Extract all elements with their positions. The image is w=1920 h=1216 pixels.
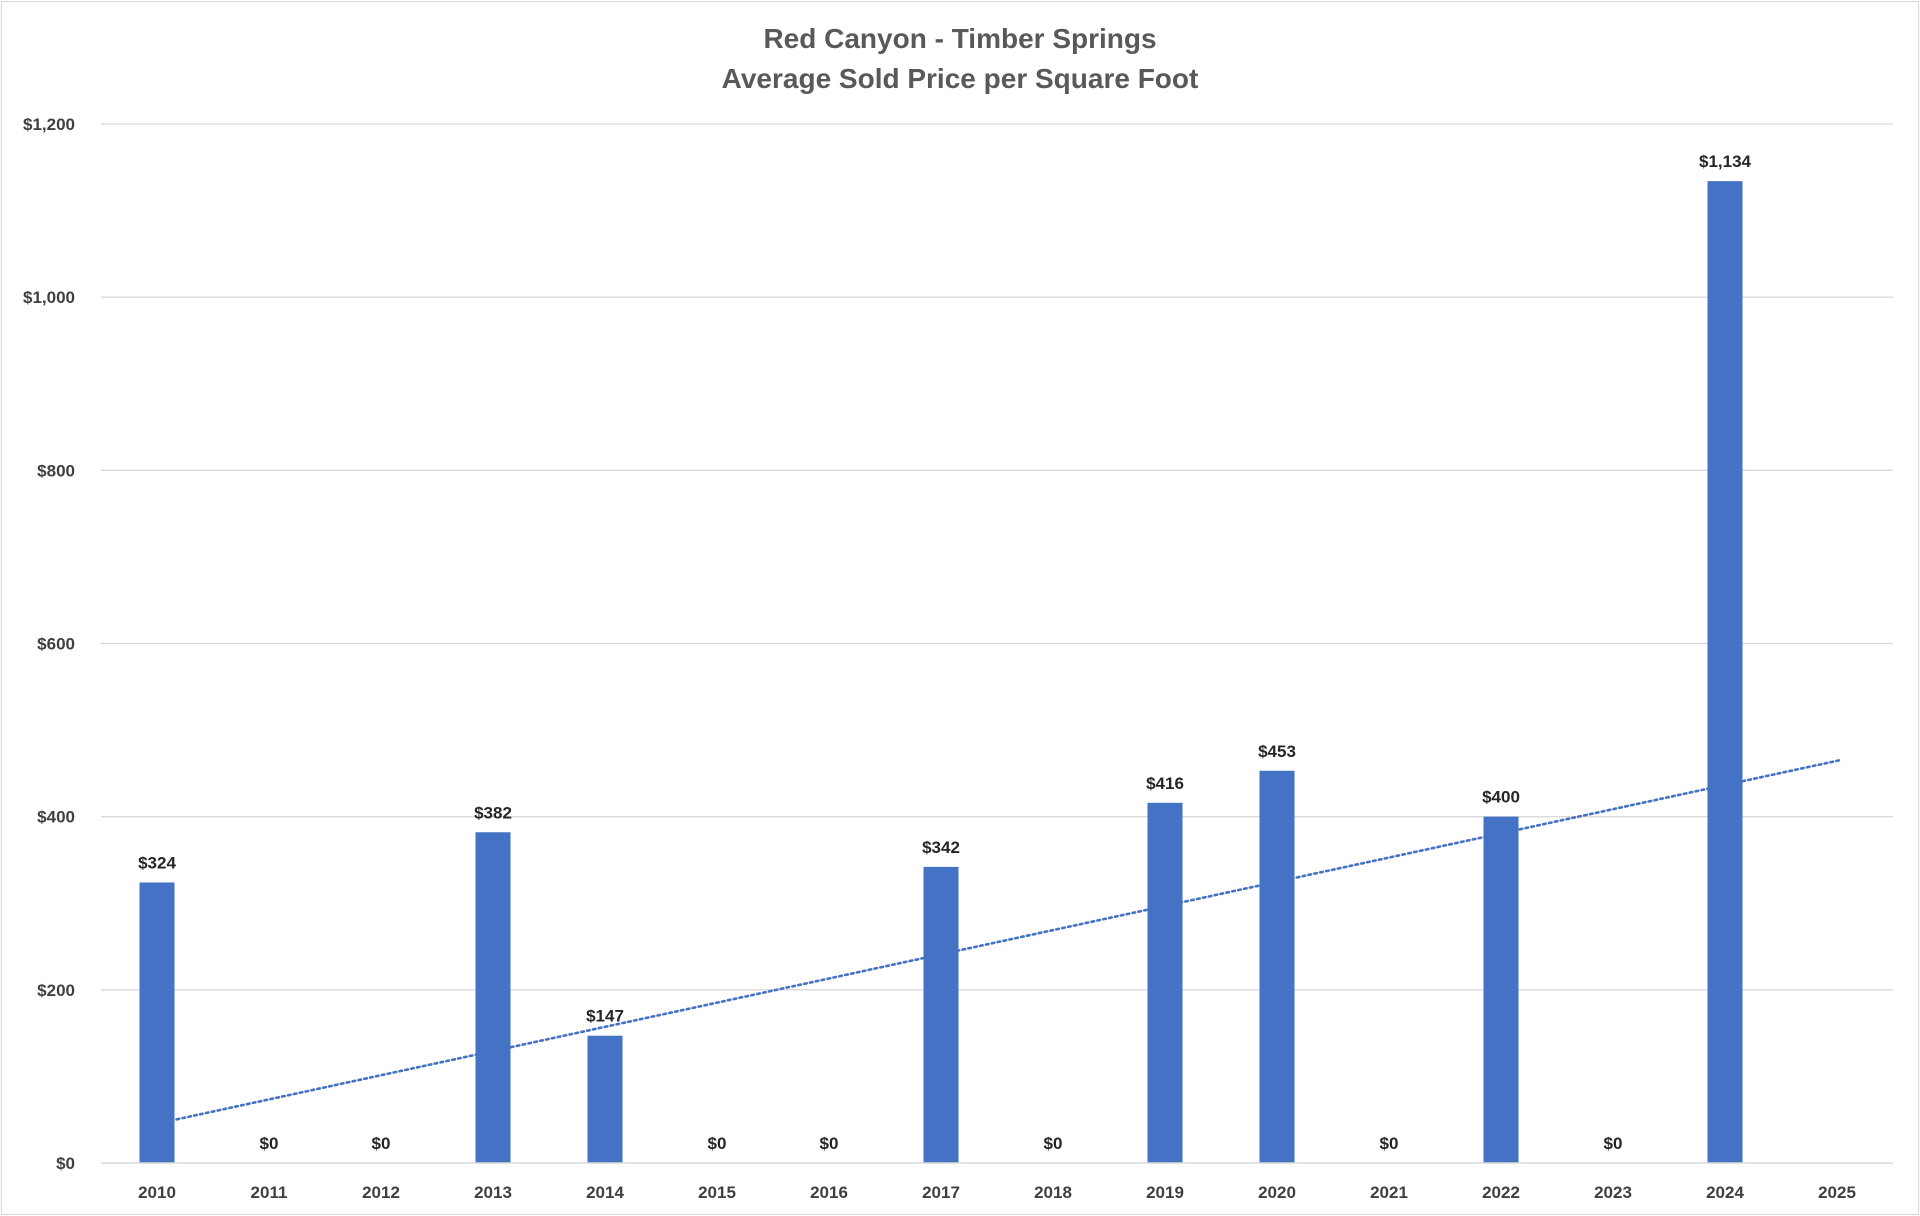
x-tick-label: 2012 [362, 1183, 400, 1202]
chart-title-group: Red Canyon - Timber Springs Average Sold… [722, 23, 1199, 94]
data-label: $400 [1482, 788, 1520, 807]
y-tick-label: $1,200 [23, 115, 75, 134]
x-axis-ticks: 2010 2011 2012 2013 2014 2015 2016 2017 2018 2019… [138, 1183, 1856, 1202]
data-label: $0 [1604, 1134, 1623, 1153]
x-tick-label: 2025 [1818, 1183, 1856, 1202]
data-label: $1,134 [1699, 152, 1752, 171]
x-tick-label: 2020 [1258, 1183, 1296, 1202]
data-label: $0 [372, 1134, 391, 1153]
y-tick-label: $600 [37, 635, 75, 654]
data-label: $0 [260, 1134, 279, 1153]
data-label: $342 [922, 838, 960, 857]
y-tick-label: $1,000 [23, 288, 75, 307]
trendline-group [157, 759, 1841, 1125]
bar [1259, 770, 1295, 1163]
x-tick-label: 2022 [1482, 1183, 1520, 1202]
x-tick-label: 2019 [1146, 1183, 1184, 1202]
x-tick-label: 2024 [1706, 1183, 1744, 1202]
data-label: $324 [138, 853, 176, 872]
data-label: $0 [708, 1134, 727, 1153]
x-tick-label: 2023 [1594, 1183, 1632, 1202]
x-tick-label: 2010 [138, 1183, 176, 1202]
x-tick-label: 2011 [251, 1183, 288, 1202]
bar [1707, 181, 1743, 1163]
trendline [157, 759, 1841, 1125]
y-tick-label: $0 [56, 1154, 75, 1173]
x-tick-label: 2017 [922, 1183, 960, 1202]
y-tick-label: $400 [37, 808, 75, 827]
x-tick-label: 2013 [474, 1183, 512, 1202]
data-labels: $324 $0 $0 $382 $147 $0 $0 $342 $0 $416 $453 $0 $400… [138, 152, 1751, 1153]
bar [1483, 816, 1519, 1163]
bar [475, 832, 511, 1163]
data-label: $0 [1380, 1134, 1399, 1153]
bar [923, 866, 959, 1163]
x-tick-label: 2018 [1034, 1183, 1072, 1202]
y-axis-ticks: $0 $200 $400 $600 $800 $1,000 $1,200 [23, 115, 75, 1173]
y-tick-label: $200 [37, 981, 75, 1000]
x-tick-label: 2021 [1370, 1183, 1408, 1202]
data-label: $416 [1146, 774, 1184, 793]
x-tick-label: 2016 [810, 1183, 848, 1202]
data-label: $147 [586, 1007, 624, 1026]
data-label: $382 [474, 803, 512, 822]
x-tick-label: 2015 [698, 1183, 736, 1202]
bar [587, 1035, 623, 1163]
bar [1147, 802, 1183, 1163]
bars [139, 181, 1743, 1163]
data-label: $0 [1044, 1134, 1063, 1153]
x-tick-label: 2014 [586, 1183, 624, 1202]
bar [139, 882, 175, 1163]
gridlines [101, 123, 1893, 991]
chart-title: Red Canyon - Timber Springs [763, 23, 1156, 54]
data-label: $0 [820, 1134, 839, 1153]
y-tick-label: $800 [37, 461, 75, 480]
data-label: $453 [1258, 742, 1296, 761]
chart-subtitle: Average Sold Price per Square Foot [722, 63, 1199, 94]
